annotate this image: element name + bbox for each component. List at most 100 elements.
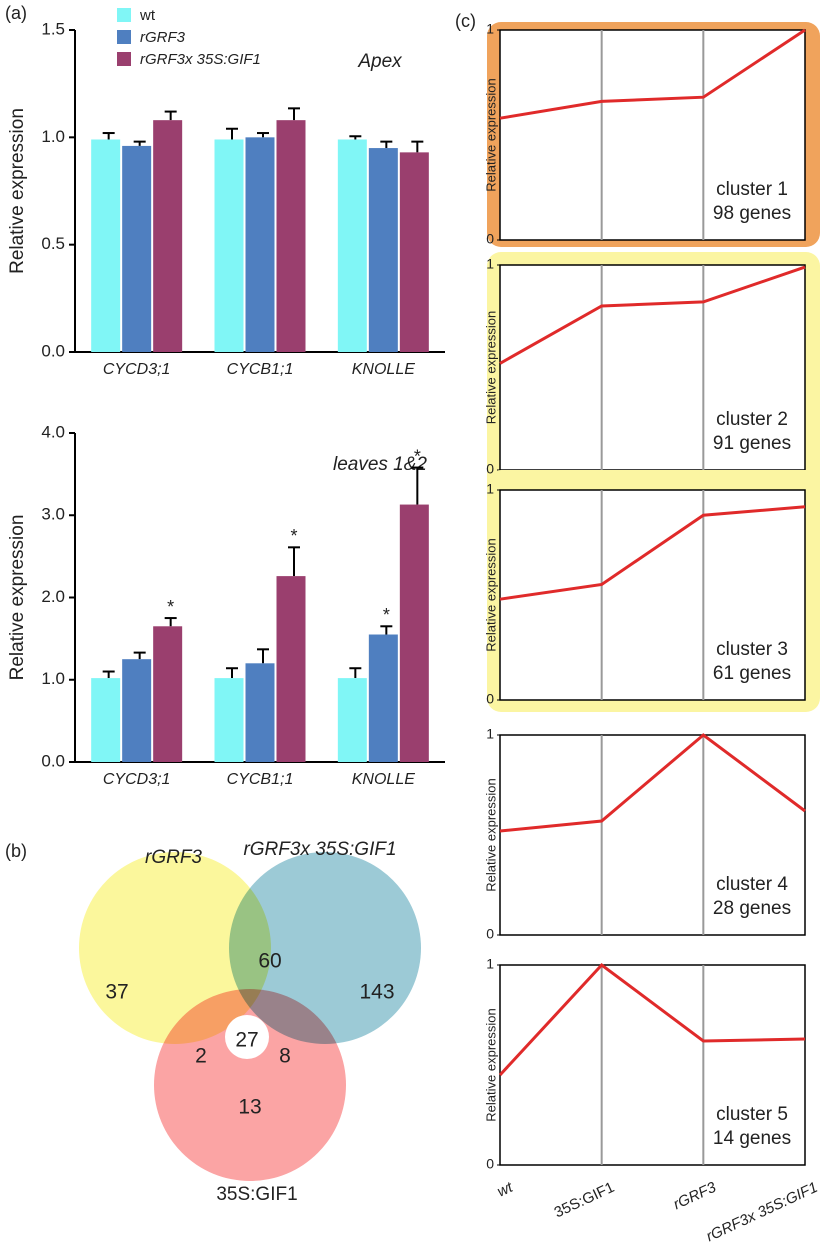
panel-label: (b) bbox=[5, 841, 27, 861]
bar bbox=[368, 148, 398, 352]
region-count: 13 bbox=[238, 1096, 261, 1119]
cluster-annotation: 28 genes bbox=[713, 898, 791, 919]
panel-label: (c) bbox=[455, 11, 476, 31]
plot-area bbox=[499, 964, 806, 1166]
y-tick-label: 0 bbox=[486, 1156, 494, 1172]
x-tick-label: CYCD3;1 bbox=[103, 361, 171, 378]
y-axis-label: Relative expression bbox=[483, 1008, 498, 1121]
y-tick-label: 1.5 bbox=[41, 19, 65, 38]
y-tick-label: 0.0 bbox=[41, 341, 65, 360]
cluster-annotation: 91 genes bbox=[713, 433, 791, 454]
bar bbox=[153, 626, 183, 762]
y-tick-label: 0 bbox=[486, 926, 494, 942]
x-tick-label: 35S:GIF1 bbox=[552, 1179, 617, 1222]
significance-label: * bbox=[383, 605, 390, 625]
y-tick-label: 0 bbox=[486, 691, 494, 707]
significance-label: * bbox=[414, 446, 421, 466]
bar bbox=[399, 504, 429, 762]
panel-label: (a) bbox=[5, 3, 27, 23]
bar bbox=[245, 137, 275, 352]
y-tick-label: 1 bbox=[486, 481, 494, 497]
y-tick-label: 1 bbox=[486, 256, 494, 272]
x-tick-label: CYCB1;1 bbox=[227, 771, 294, 788]
legend-label: rGRF3x 35S:GIF1 bbox=[140, 51, 261, 68]
set-label: rGRF3x 35S:GIF1 bbox=[243, 839, 396, 860]
y-axis-label: Relative expression bbox=[7, 108, 28, 274]
bar bbox=[337, 139, 367, 352]
legend-swatch bbox=[117, 30, 131, 44]
bar bbox=[214, 678, 244, 762]
set-label: 35S:GIF1 bbox=[216, 1184, 297, 1205]
significance-label: * bbox=[290, 526, 297, 546]
y-axis-label: Relative expression bbox=[483, 778, 498, 891]
bar bbox=[153, 120, 183, 352]
cluster-annotation: 61 genes bbox=[713, 663, 791, 684]
region-count: 37 bbox=[105, 981, 128, 1004]
y-tick-label: 0 bbox=[486, 461, 494, 477]
x-tick-label: KNOLLE bbox=[352, 771, 415, 788]
y-tick-label: 1.0 bbox=[41, 669, 65, 688]
x-tick-label: CYCD3;1 bbox=[103, 771, 171, 788]
venn-set bbox=[154, 989, 346, 1181]
bar bbox=[245, 663, 275, 762]
significance-label: * bbox=[167, 597, 174, 617]
y-axis-label: Relative expression bbox=[483, 311, 498, 424]
cluster-annotation: cluster 5 bbox=[716, 1104, 788, 1125]
y-tick-label: 0 bbox=[486, 231, 494, 247]
bar bbox=[368, 634, 398, 762]
cluster-annotation: cluster 1 bbox=[716, 179, 788, 200]
cluster-annotation: cluster 3 bbox=[716, 639, 788, 660]
bar bbox=[91, 678, 121, 762]
y-axis-label: Relative expression bbox=[483, 538, 498, 651]
venn-center bbox=[225, 1015, 269, 1059]
y-tick-label: 0.0 bbox=[41, 751, 65, 770]
y-tick-label: 4.0 bbox=[41, 422, 65, 441]
x-tick-label: wt bbox=[495, 1178, 517, 1200]
chart-title: Apex bbox=[357, 51, 403, 72]
y-tick-label: 3.0 bbox=[41, 505, 65, 524]
mean-profile bbox=[499, 265, 806, 365]
y-tick-label: 1 bbox=[486, 956, 494, 972]
plot-area bbox=[499, 734, 806, 936]
x-tick-label: CYCB1;1 bbox=[227, 361, 294, 378]
mean-profile bbox=[498, 962, 806, 1077]
bar bbox=[276, 120, 306, 352]
x-tick-label: rGRF3x 35S:GIF1 bbox=[704, 1179, 821, 1245]
y-tick-label: 0.5 bbox=[41, 234, 65, 253]
legend-swatch bbox=[117, 8, 131, 22]
bar bbox=[276, 576, 306, 762]
bar bbox=[122, 145, 152, 352]
venn bbox=[79, 852, 421, 1181]
region-count: 143 bbox=[359, 981, 394, 1004]
region-count: 8 bbox=[279, 1045, 291, 1068]
mean-profile bbox=[499, 28, 806, 120]
region-count: 2 bbox=[195, 1045, 207, 1068]
y-tick-label: 2.0 bbox=[41, 587, 65, 606]
cluster-annotation: cluster 2 bbox=[716, 409, 788, 430]
mean-profile bbox=[499, 505, 806, 601]
chart-title: leaves 1&2 bbox=[333, 454, 427, 475]
bar bbox=[399, 152, 429, 352]
bar bbox=[337, 678, 367, 762]
cluster-annotation: 98 genes bbox=[713, 203, 791, 224]
x-tick-label: KNOLLE bbox=[352, 361, 415, 378]
x-tick-label: rGRF3 bbox=[671, 1179, 720, 1214]
bar bbox=[91, 139, 121, 352]
set-label: rGRF3 bbox=[145, 847, 202, 868]
plot-area bbox=[499, 489, 806, 701]
y-axis-label: Relative expression bbox=[483, 78, 498, 191]
region-count: 60 bbox=[258, 950, 281, 973]
cluster-annotation: cluster 4 bbox=[716, 874, 788, 895]
y-tick-label: 1 bbox=[486, 726, 494, 742]
y-tick-label: 1.0 bbox=[41, 127, 65, 146]
bar bbox=[122, 659, 152, 762]
legend-swatch bbox=[117, 52, 131, 66]
region-count: 27 bbox=[235, 1029, 258, 1052]
y-tick-label: 1 bbox=[486, 21, 494, 37]
mean-profile bbox=[499, 733, 806, 833]
y-axis-label: Relative expression bbox=[7, 515, 28, 681]
cluster-annotation: 14 genes bbox=[713, 1128, 791, 1149]
legend-label: wt bbox=[139, 7, 156, 24]
